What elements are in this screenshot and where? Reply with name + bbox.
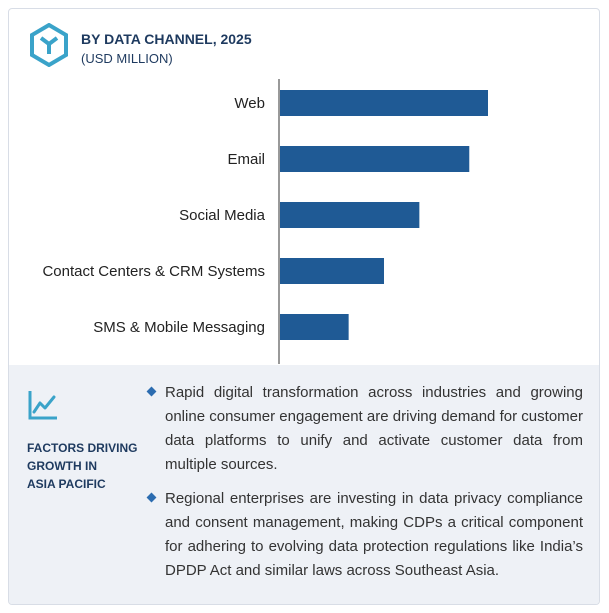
factors-heading-line-2: GROWTH IN xyxy=(27,459,97,473)
bar-email xyxy=(280,146,470,172)
diamond-bullet-icon xyxy=(146,386,157,397)
factors-heading: FACTORS DRIVING GROWTH IN ASIA PACIFIC xyxy=(27,439,147,493)
factor-text: Regional enterprises are investing in da… xyxy=(165,490,583,579)
factor-item: Rapid digital transformation across indu… xyxy=(145,381,583,477)
category-label: Contact Centers & CRM Systems xyxy=(42,263,265,280)
category-label: SMS & Mobile Messaging xyxy=(93,319,265,336)
bar-social-media xyxy=(280,202,420,228)
factor-text: Rapid digital transformation across indu… xyxy=(165,384,583,473)
category-label: Email xyxy=(227,151,265,168)
chart-title: BY DATA CHANNEL, 2025 xyxy=(81,31,252,47)
factors-list: Rapid digital transformation across indu… xyxy=(145,381,583,593)
hexagon-logo-icon xyxy=(30,23,68,67)
trend-line-icon xyxy=(28,391,57,420)
factors-heading-line-1: FACTORS DRIVING xyxy=(27,441,138,455)
bar-contact-centers-crm-systems xyxy=(280,258,384,284)
factors-heading-line-3: ASIA PACIFIC xyxy=(27,477,106,491)
bar-chart: Web Email Social Media Contact Centers & CR… xyxy=(42,79,488,364)
infographic-panel: BY DATA CHANNEL, 2025 (USD MILLION) Web E… xyxy=(8,8,600,605)
chart-subtitle: (USD MILLION) xyxy=(81,51,173,66)
category-label: Web xyxy=(234,95,265,112)
factor-item: Regional enterprises are investing in da… xyxy=(145,487,583,583)
bar-sms-mobile-messaging xyxy=(280,314,349,340)
diamond-bullet-icon xyxy=(146,492,157,503)
category-label: Social Media xyxy=(179,207,266,224)
factors-section: FACTORS DRIVING GROWTH IN ASIA PACIFIC R… xyxy=(9,365,599,604)
bar-web xyxy=(280,90,488,116)
